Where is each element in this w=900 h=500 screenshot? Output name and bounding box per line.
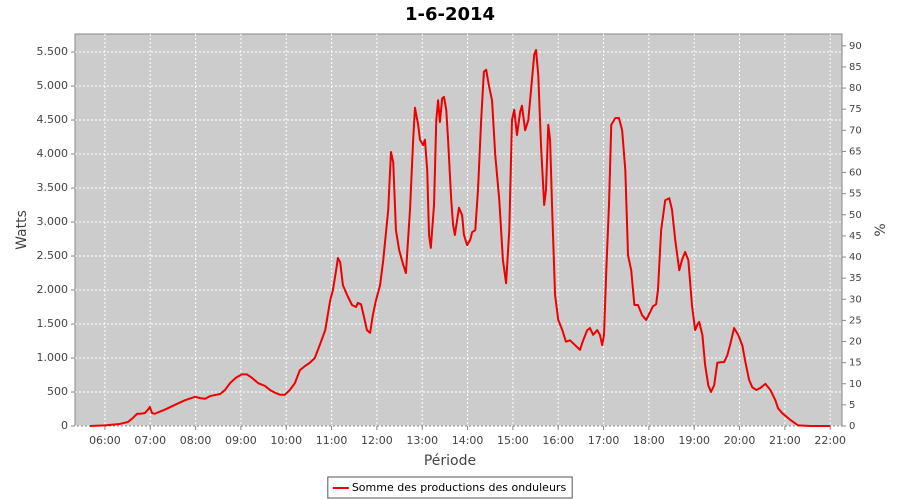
x-tick-label: 22:00	[814, 434, 846, 447]
y2-tick-label: 40	[849, 252, 862, 263]
legend-box	[327, 476, 573, 499]
y2-tick-label: 70	[849, 125, 862, 136]
series-line	[89, 48, 831, 427]
legend-label: Somme des productions des onduleurs	[352, 481, 567, 494]
y2-tick-label: 10	[849, 379, 862, 390]
plot-area	[74, 33, 843, 427]
x-tick-label: 06:00	[89, 434, 121, 447]
y-axis-title: Watts	[14, 210, 30, 250]
x-tick-label: 13:00	[406, 434, 438, 447]
x-tick-label: 20:00	[724, 434, 756, 447]
y-tick-label: 3.500	[37, 181, 69, 194]
y2-tick-label: 5	[849, 400, 855, 411]
y2-tick-label: 65	[849, 146, 862, 157]
y2-tick-label: 85	[849, 62, 862, 73]
x-tick-label: 21:00	[769, 434, 801, 447]
x-tick-label: 07:00	[134, 434, 166, 447]
x-tick-label: 10:00	[270, 434, 302, 447]
y2-tick-label: 15	[849, 358, 862, 369]
y-tick-label: 4.000	[37, 147, 69, 160]
y2-tick-label: 75	[849, 104, 862, 115]
x-tick-label: 14:00	[452, 434, 484, 447]
x-tick-label: 18:00	[633, 434, 665, 447]
y-tick-label: 5.500	[37, 45, 69, 58]
x-tick-label: 08:00	[180, 434, 212, 447]
y2-tick-label: 35	[849, 273, 862, 284]
y-tick-label: 500	[47, 385, 68, 398]
x-tick-label: 15:00	[497, 434, 529, 447]
x-tick-label: 11:00	[316, 434, 348, 447]
chart-title: 1-6-2014	[405, 4, 495, 25]
y-tick-label: 5.000	[37, 79, 69, 92]
y-tick-label: 2.000	[37, 283, 69, 296]
x-tick-label: 16:00	[542, 434, 574, 447]
x-axis-title: Période	[424, 453, 476, 469]
legend: Somme des productions des onduleurs	[327, 476, 573, 499]
x-tick-label: 19:00	[678, 434, 710, 447]
y2-tick-label: 55	[849, 189, 862, 200]
x-tick-label: 09:00	[225, 434, 257, 447]
y2-tick-label: 20	[849, 337, 862, 348]
y-tick-label: 1.500	[37, 317, 69, 330]
y-tick-label: 3.000	[37, 215, 69, 228]
y2-tick-label: 90	[849, 41, 862, 52]
y2-tick-label: 0	[849, 421, 855, 432]
y-tick-label: 2.500	[37, 249, 69, 262]
y2-tick-label: 25	[849, 315, 862, 326]
x-tick-label: 12:00	[361, 434, 393, 447]
y2-axis-title: %	[873, 223, 889, 236]
y2-tick-label: 80	[849, 83, 862, 94]
y-tick-label: 0	[61, 419, 68, 432]
y2-tick-label: 45	[849, 231, 862, 242]
y2-tick-label: 60	[849, 168, 862, 179]
y2-tick-label: 50	[849, 210, 862, 221]
y-tick-label: 1.000	[37, 351, 69, 364]
x-tick-label: 17:00	[588, 434, 620, 447]
y2-tick-label: 30	[849, 294, 862, 305]
y-tick-label: 4.500	[37, 113, 69, 126]
